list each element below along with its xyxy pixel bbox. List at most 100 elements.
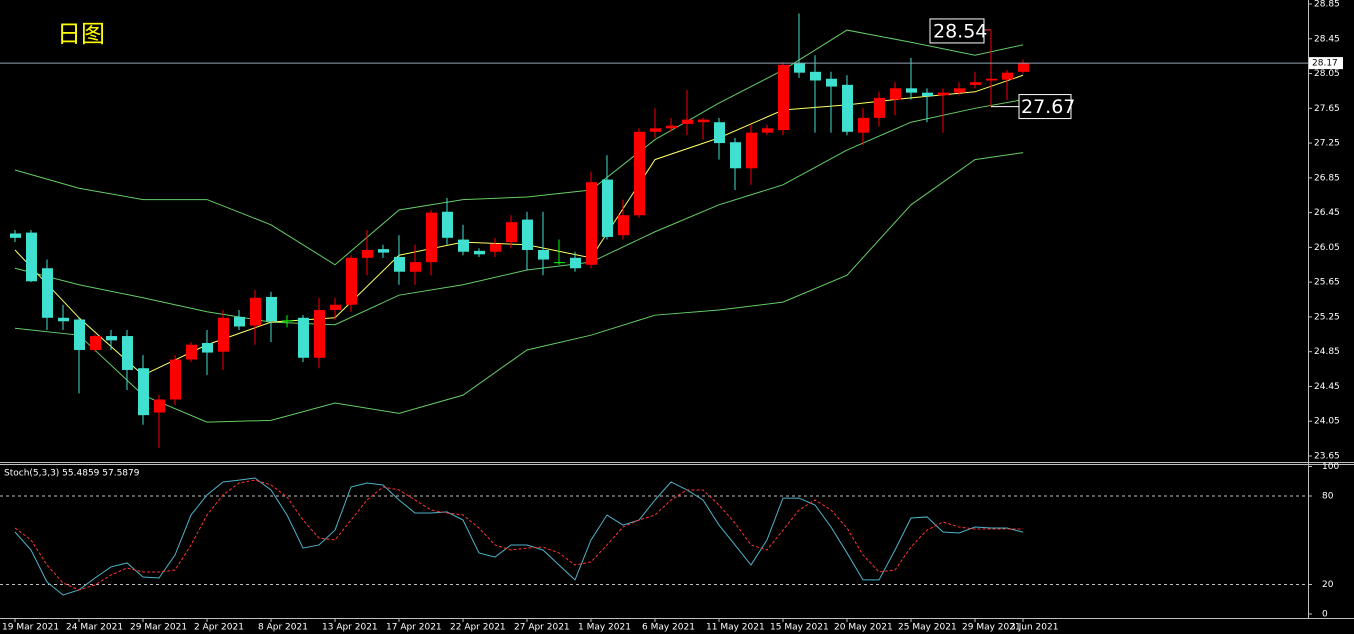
x-tick-label: 24 Mar 2021: [66, 623, 123, 633]
candle-body: [1002, 72, 1013, 80]
candle-body: [522, 219, 533, 250]
candle-body: [186, 344, 197, 360]
indicator-y-tick-label: 20: [1322, 580, 1334, 590]
annotation-box: [929, 18, 985, 44]
candle-body: [794, 63, 805, 73]
x-tick-label: 15 May 2021: [770, 623, 829, 633]
candle-body: [698, 119, 709, 123]
candle-body: [266, 296, 277, 322]
candle-body: [922, 92, 933, 97]
candle-body: [474, 250, 485, 255]
candle-body: [42, 268, 53, 318]
candle-body: [682, 119, 693, 124]
candle-body: [58, 317, 69, 322]
current-price-label: 28.17: [1312, 59, 1338, 69]
candle-body: [218, 317, 229, 352]
candle-body: [90, 336, 101, 350]
candle-body: [362, 249, 373, 258]
chart-title: 日图: [57, 20, 105, 48]
x-tick-label: 20 May 2021: [834, 623, 893, 633]
candle-body: [410, 262, 421, 272]
indicator-y-tick-label: 80: [1322, 492, 1334, 502]
x-tick-label: 29 May 2021: [962, 623, 1021, 633]
candle-body: [10, 233, 21, 238]
candle-body: [634, 131, 645, 216]
candle-body: [1018, 63, 1029, 72]
candle-body: [810, 71, 821, 81]
candle-body: [154, 399, 165, 413]
candle-body: [314, 309, 325, 358]
current-price-box: [1309, 57, 1343, 70]
x-tick-label: 6 May 2021: [642, 623, 695, 633]
candle-body: [234, 316, 245, 327]
y-tick-label: 28.85: [1314, 0, 1340, 10]
y-tick-label: 24.85: [1314, 347, 1340, 357]
candle-body: [762, 128, 773, 133]
y-tick-label: 25.65: [1314, 278, 1340, 288]
y-tick-label: 27.65: [1314, 104, 1340, 114]
x-tick-label: 1 May 2021: [578, 623, 631, 633]
y-tick-label: 24.45: [1314, 382, 1340, 392]
overlay-line: [14, 152, 1024, 423]
candle-body: [26, 232, 37, 282]
candle-body: [554, 262, 565, 264]
candle-body: [74, 319, 85, 350]
candle-body: [122, 336, 133, 370]
candle-body: [730, 142, 741, 169]
y-tick-label: 25.25: [1314, 312, 1340, 322]
candle-body: [650, 128, 661, 132]
candle-body: [746, 132, 757, 169]
candle-body: [906, 88, 917, 93]
y-tick-label: 23.65: [1314, 452, 1340, 462]
candle-body: [954, 88, 965, 93]
candle-body: [458, 239, 469, 252]
candle-body: [282, 320, 293, 322]
x-tick-label: 19 Mar 2021: [2, 623, 59, 633]
x-tick-label: 8 Apr 2021: [258, 623, 308, 633]
annotation-label: 27.67: [1021, 96, 1075, 118]
candle-body: [538, 249, 549, 260]
candle-body: [378, 249, 389, 253]
x-tick-label: 25 May 2021: [898, 623, 957, 633]
candle-body: [826, 78, 837, 87]
candle-body: [490, 243, 501, 252]
candle-body: [874, 97, 885, 118]
x-tick-label: 3 Jun 2021: [1010, 623, 1058, 633]
candle-body: [714, 122, 725, 144]
candle-body: [666, 125, 677, 129]
candle-body: [586, 182, 597, 265]
candle-body: [506, 222, 517, 243]
overlay-line: [14, 29, 1024, 266]
x-tick-label: 2 Apr 2021: [194, 623, 244, 633]
candle-body: [938, 92, 949, 96]
candle-body: [890, 88, 901, 100]
y-tick-label: 27.25: [1314, 139, 1340, 149]
candle-body: [570, 257, 581, 269]
annotation-box: [1018, 94, 1072, 120]
candle-body: [618, 215, 629, 236]
y-tick-label: 28.05: [1314, 69, 1340, 79]
indicator-panel: [0, 477, 1308, 596]
y-tick-label: 26.85: [1314, 173, 1340, 183]
indicator-line: [14, 479, 1024, 591]
candle-body: [858, 117, 869, 133]
candle-body: [842, 84, 853, 132]
x-tick-label: 27 Apr 2021: [514, 623, 570, 633]
y-tick-label: 26.05: [1314, 243, 1340, 253]
indicator-y-tick-label: 0: [1322, 610, 1328, 620]
candle-body: [602, 179, 613, 237]
y-tick-label: 28.45: [1314, 34, 1340, 44]
indicator-y-tick-label: 100: [1322, 462, 1339, 472]
x-tick-label: 29 Mar 2021: [130, 623, 187, 633]
indicator-line: [14, 477, 1024, 596]
candle-body: [138, 368, 149, 416]
y-tick-label: 24.05: [1314, 417, 1340, 427]
x-tick-label: 11 May 2021: [706, 623, 765, 633]
candle-body: [330, 304, 341, 310]
candle-body: [298, 317, 309, 358]
candle-body: [778, 64, 789, 131]
candle-body: [986, 78, 997, 81]
